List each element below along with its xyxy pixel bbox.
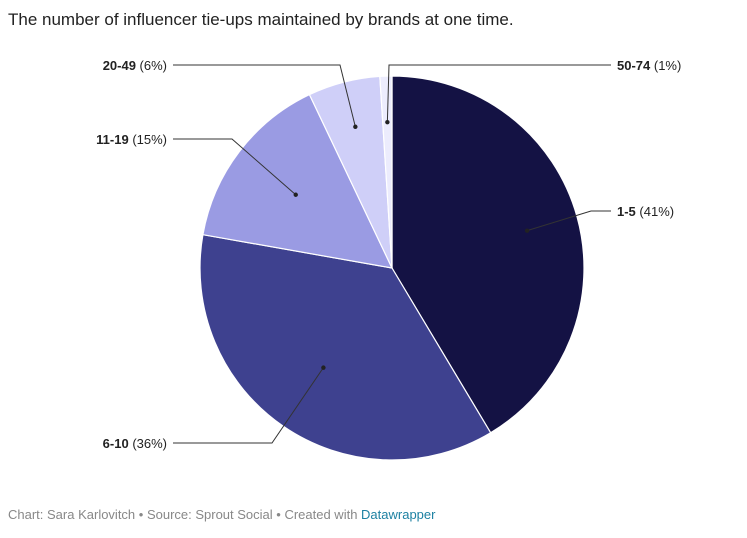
slice-label-percent: (1%) <box>650 58 681 73</box>
label-leaders <box>173 64 611 444</box>
datawrapper-link[interactable]: Datawrapper <box>361 507 436 522</box>
leader-line-11-19 <box>173 138 297 196</box>
slice-1-5 <box>391 75 585 434</box>
leader-line-20-49 <box>173 64 356 127</box>
pie-slices <box>199 75 585 461</box>
slice-label-name: 6-10 <box>103 436 129 451</box>
pie-chart: 1-5 (41%) 6-10 (36%) 11-19 (15%) 20-49 (6%)… <box>96 58 681 461</box>
slice-label-percent: (15%) <box>129 132 167 147</box>
slice-labels: 1-5 (41%) 6-10 (36%) 11-19 (15%) 20-49 (6%)… <box>96 58 681 451</box>
slice-label-20-49: 20-49 (6%) <box>103 58 167 73</box>
leader-dot-1-5 <box>524 228 530 233</box>
chart-footer: Chart: Sara Karlovitch • Source: Sprout … <box>8 507 435 522</box>
leader-line-6-10 <box>173 367 324 444</box>
leader-dot-20-49 <box>353 124 358 129</box>
slice-label-6-10: 6-10 (36%) <box>103 436 167 451</box>
slice-50-74 <box>379 75 393 269</box>
slice-label-name: 1-5 <box>617 204 636 219</box>
slice-label-1-5: 1-5 (41%) <box>617 204 674 219</box>
slice-label-percent: (36%) <box>129 436 167 451</box>
slice-label-percent: (41%) <box>636 204 674 219</box>
leader-dot-50-74 <box>385 119 390 125</box>
slice-11-19 <box>202 93 394 269</box>
chart-title: The number of influencer tie-ups maintai… <box>8 10 514 29</box>
leader-line-1-5 <box>526 210 611 232</box>
footer-credit: Chart: Sara Karlovitch • Source: Sprout … <box>8 507 362 522</box>
slice-label-percent: (6%) <box>136 58 167 73</box>
slice-label-50-74: 50-74 (1%) <box>617 58 681 73</box>
leader-line-50-74 <box>386 64 611 123</box>
slice-label-name: 20-49 <box>103 58 136 73</box>
slice-label-name: 50-74 <box>617 58 651 73</box>
leader-dot-6-10 <box>321 365 326 370</box>
leader-dot-11-19 <box>293 192 298 197</box>
slice-label-11-19: 11-19 (15%) <box>96 132 167 147</box>
slice-label-name: 11-19 <box>96 132 129 147</box>
